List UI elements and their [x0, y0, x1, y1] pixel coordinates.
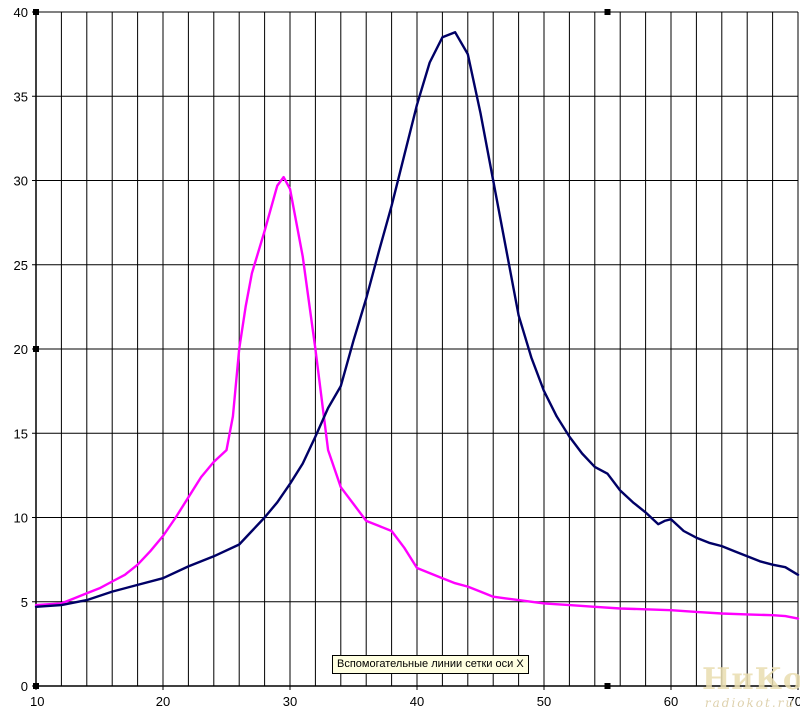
- x-tick-label: 40: [410, 694, 424, 709]
- y-tick-label: 35: [14, 89, 28, 104]
- grid-lines: [35, 11, 799, 687]
- y-tick-label: 40: [14, 5, 28, 20]
- selection-handle[interactable]: [33, 683, 39, 689]
- x-tick-labels: 10 20 30 40 50 60 70: [30, 694, 800, 709]
- y-tick-label: 0: [21, 679, 28, 694]
- selection-handle[interactable]: [604, 683, 611, 689]
- selection-handle[interactable]: [33, 9, 39, 15]
- series-line-1: [34, 175, 800, 620]
- selection-handles[interactable]: [33, 9, 611, 689]
- x-tick-label: 70: [788, 694, 800, 709]
- x-tick-label: 30: [283, 694, 297, 709]
- series-line-2: [34, 31, 800, 608]
- y-tick-label: 5: [21, 595, 28, 610]
- x-tick-label: 10: [30, 694, 44, 709]
- y-tick-labels: 0 5 10 15 20 25 30 35 40: [14, 5, 28, 694]
- y-tick-label: 30: [14, 174, 28, 189]
- y-tick-label: 10: [14, 511, 28, 526]
- gridline-tooltip: Вспомогательные линии сетки оси X: [332, 655, 529, 674]
- selection-handle[interactable]: [33, 346, 39, 352]
- watermark-logo-text: НиКот: [702, 662, 800, 697]
- y-tick-label: 20: [14, 342, 28, 357]
- series-lines: [34, 31, 800, 620]
- selection-handle[interactable]: [604, 9, 611, 15]
- y-tick-label: 15: [14, 426, 28, 441]
- watermark-site: radiokot.ru: [704, 696, 796, 710]
- x-tick-label: 20: [156, 694, 170, 709]
- y-tick-label: 25: [14, 258, 28, 273]
- x-tick-label: 60: [664, 694, 678, 709]
- x-tick-label: 50: [537, 694, 551, 709]
- watermark-logo: НиКот radiokot.ru: [702, 662, 800, 724]
